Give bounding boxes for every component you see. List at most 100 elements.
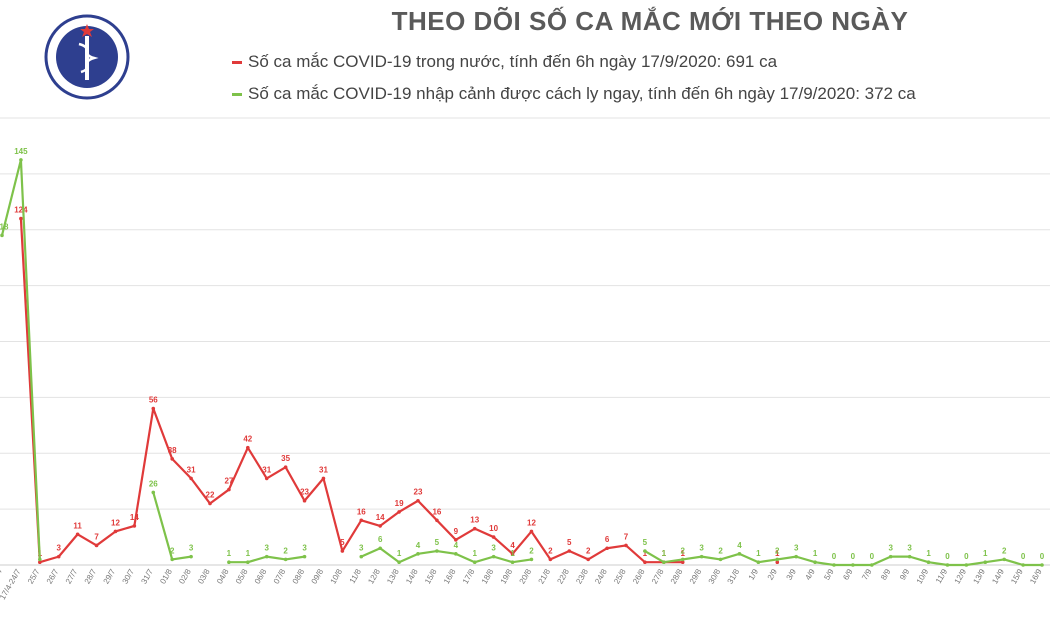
series-point-1: [680, 557, 685, 562]
data-label-0: 6: [605, 535, 610, 544]
x-tick-label: 22/8: [555, 567, 571, 585]
series-point-1: [813, 560, 817, 565]
series-line-1: [644, 550, 1042, 567]
series-point-0: [548, 557, 553, 562]
legend-label-imported: Số ca mắc COVID-19 nhập cảnh được cách l…: [248, 84, 916, 103]
data-label-1: 3: [189, 544, 194, 553]
data-label-0: 1: [681, 549, 686, 558]
data-label-1: 6: [378, 535, 383, 544]
series-point-0: [605, 546, 609, 551]
series-point-0: [359, 518, 364, 523]
data-label-1: 3: [491, 544, 496, 553]
data-label-1: 1: [756, 549, 761, 558]
series-point-0: [321, 476, 326, 481]
data-label-1: 0: [1040, 552, 1045, 561]
series-point-1: [170, 557, 174, 562]
x-tick-label: 29/7: [102, 567, 118, 585]
legend-swatch-imported: [232, 93, 242, 97]
series-point-1: [454, 552, 458, 556]
data-label-0: 42: [243, 435, 252, 444]
x-tick-label: 30/8: [707, 567, 723, 585]
data-label-0: 1: [662, 549, 667, 558]
x-tick-label: 31/7: [139, 567, 155, 585]
data-label-0: 10: [489, 524, 498, 533]
series-point-1: [699, 554, 704, 559]
x-tick-label: 3/9: [785, 567, 799, 582]
data-label-0: 19: [395, 499, 404, 508]
x-tick-label: 21/8: [537, 567, 553, 585]
data-label-1: 1: [473, 549, 478, 558]
x-tick-label: 29/8: [688, 567, 704, 585]
x-tick-label: 16/8: [442, 567, 458, 585]
series-point-1: [246, 560, 250, 565]
data-label-0: 5: [340, 538, 345, 547]
series-point-1: [851, 563, 855, 567]
x-tick-label: 28/8: [669, 567, 685, 585]
series-point-0: [435, 518, 439, 523]
x-tick-label: 28/7: [83, 567, 99, 585]
legend-item-imported: Số ca mắc COVID-19 nhập cảnh được cách l…: [232, 84, 916, 104]
data-label-0: 124: [14, 206, 28, 215]
data-label-1: 26: [149, 479, 158, 488]
series-point-0: [397, 510, 401, 514]
data-label-0: 14: [130, 513, 139, 522]
series-point-1: [416, 552, 420, 556]
series-point-1: [151, 490, 156, 495]
data-label-1: 2: [775, 546, 780, 555]
data-label-1: 3: [889, 544, 894, 553]
series-point-1: [888, 554, 893, 559]
data-label-1: 2: [170, 546, 175, 555]
series-point-1: [737, 552, 742, 556]
data-label-1: 4: [416, 541, 421, 550]
x-tick-label: 12/8: [366, 567, 382, 585]
series-point-0: [624, 543, 628, 548]
series-point-1: [529, 557, 534, 562]
x-tick-label: 31/8: [726, 567, 742, 585]
ministry-of-health-logo: [44, 14, 130, 100]
data-label-0: 38: [168, 446, 177, 455]
series-point-0: [151, 406, 156, 411]
series-point-1: [964, 563, 969, 567]
series-point-0: [246, 445, 250, 450]
x-tick-label: 15/8: [423, 567, 439, 585]
series-point-0: [416, 498, 420, 503]
series-point-1: [870, 563, 874, 567]
x-tick-label: 25/8: [612, 567, 628, 585]
series-point-1: [302, 554, 307, 559]
x-tick-label: 14/9: [990, 567, 1006, 585]
series-point-0: [378, 524, 382, 528]
data-label-1: 2: [529, 546, 534, 555]
series-point-1: [643, 549, 647, 553]
x-tick-label: 26/8: [631, 567, 647, 585]
x-tick-label: 11/9: [934, 567, 950, 585]
x-tick-label: 02/8: [177, 567, 193, 585]
data-label-1: 3: [302, 544, 307, 553]
series-point-1: [945, 563, 950, 567]
data-label-0: 14: [376, 513, 385, 522]
x-tick-label: 10/9: [915, 567, 931, 585]
series-point-1: [19, 158, 23, 162]
x-tick-label: 05/8: [234, 567, 250, 585]
data-label-0: 2: [548, 546, 553, 555]
data-label-1: 5: [435, 538, 440, 547]
x-tick-label: 04/8: [215, 567, 231, 585]
data-label-0: 3: [57, 544, 62, 553]
chart-title: THEO DÕI SỐ CA MẮC MỚI THEO NGÀY: [391, 6, 909, 36]
series-point-1: [510, 560, 515, 565]
series-point-0: [643, 560, 647, 565]
series-point-1: [227, 560, 231, 565]
x-tick-label: 27/7: [64, 567, 80, 585]
data-label-0: 31: [262, 465, 271, 474]
x-tick-label: 6/9: [841, 567, 855, 582]
series-point-0: [302, 498, 307, 503]
data-label-0: 9: [454, 527, 459, 536]
x-tick-label: 06/8: [253, 567, 269, 585]
x-tick-label: 01/8: [158, 567, 174, 585]
series-point-0: [19, 216, 23, 221]
data-label-1: 1: [246, 549, 251, 558]
data-label-0: 16: [432, 507, 441, 516]
data-label-0: 12: [527, 518, 536, 527]
data-label-1: 145: [14, 147, 28, 156]
data-label-1: 5: [643, 538, 648, 547]
x-tick-label: 03/8: [196, 567, 212, 585]
